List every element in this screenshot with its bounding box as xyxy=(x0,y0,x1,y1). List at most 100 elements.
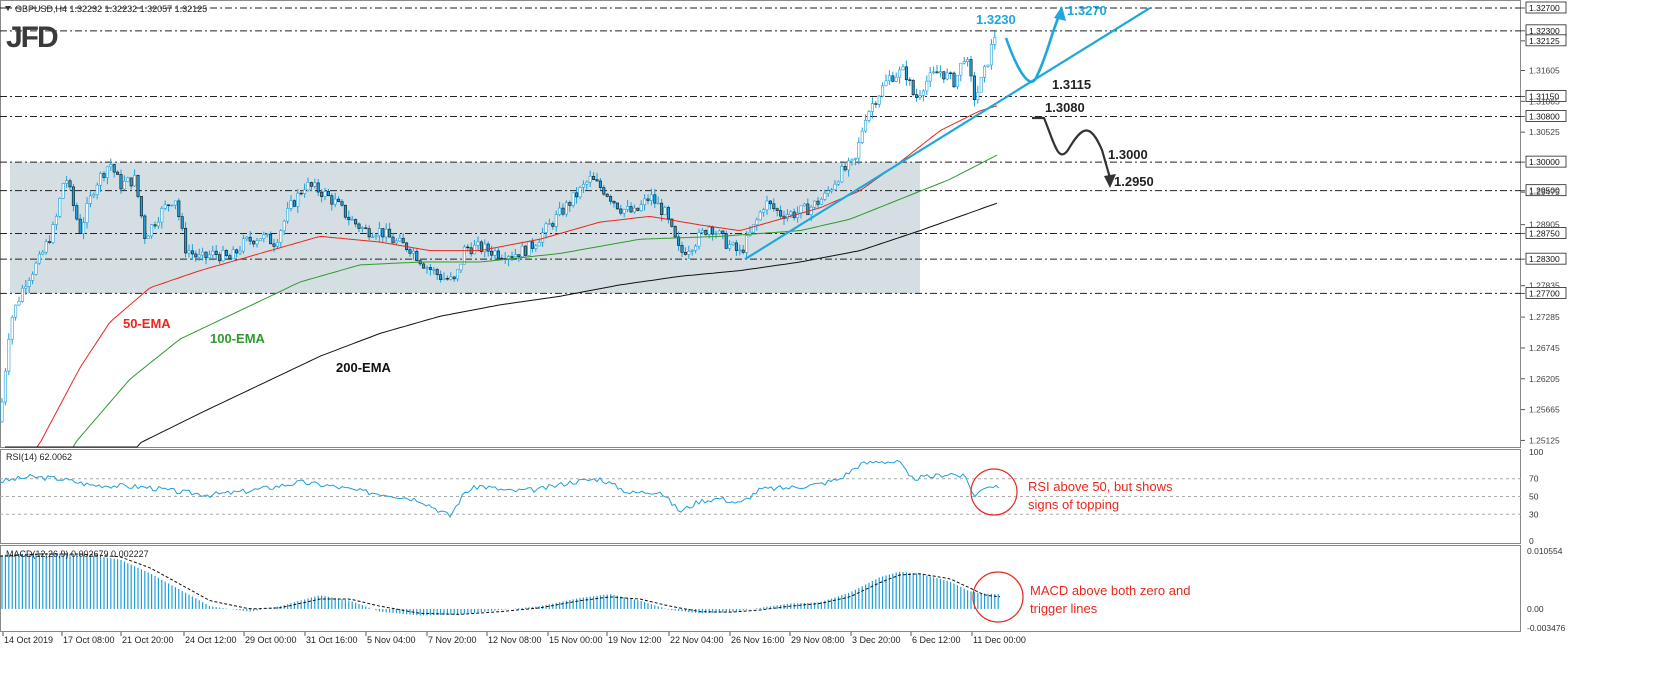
price-tag xyxy=(1525,287,1567,299)
candle-body xyxy=(296,192,300,207)
collapse-triangle-icon[interactable] xyxy=(5,6,11,11)
candle-body xyxy=(500,257,504,260)
time-label: 15 Nov 00:00 xyxy=(549,635,603,645)
candle-body xyxy=(915,94,919,98)
candle-body xyxy=(813,200,817,208)
candle-body xyxy=(700,229,704,233)
candle-body xyxy=(891,75,895,82)
rsi-label: RSI(14) 62.0062 xyxy=(6,452,72,462)
rsi-levels: 100 70 50 30 0 xyxy=(0,447,1543,546)
candle-body xyxy=(292,200,296,207)
candle-body xyxy=(955,74,959,88)
candle-body xyxy=(687,251,691,255)
macd-tick-label: 0.010554 xyxy=(1527,546,1563,556)
candle-body xyxy=(704,229,708,235)
candle-body xyxy=(517,254,521,257)
candle-body xyxy=(758,211,762,221)
price-tick-label: 1.30525 xyxy=(1529,127,1560,137)
candle-body xyxy=(456,269,460,280)
candle-body xyxy=(928,72,932,82)
ema-200-line xyxy=(5,202,998,448)
candle-body xyxy=(779,210,783,217)
candle-body xyxy=(146,235,150,239)
candle-body xyxy=(119,174,123,190)
candle-body xyxy=(588,175,592,183)
candle-body xyxy=(819,198,823,205)
candle-body xyxy=(262,234,266,239)
candle-body xyxy=(881,85,885,97)
macd-signal-line xyxy=(0,553,1001,615)
candle-body xyxy=(163,204,167,209)
candle-body xyxy=(683,252,687,255)
candle-body xyxy=(551,223,555,227)
candle-body xyxy=(109,164,113,168)
candle-body xyxy=(323,191,327,197)
jfd-logo: JFD xyxy=(6,21,58,54)
candle-body xyxy=(534,245,538,249)
candle-body xyxy=(245,236,249,240)
rsi-note: RSI above 50, but shows signs of topping xyxy=(1028,479,1173,512)
candle-body xyxy=(238,250,242,254)
ema-100-line xyxy=(5,154,998,448)
candle-body xyxy=(802,203,806,207)
label-1-3080: 1.3080 xyxy=(1045,100,1085,115)
price-tick-label: 1.31605 xyxy=(1529,66,1560,76)
candle-body xyxy=(184,227,188,254)
price-tick-label: 1.30800 xyxy=(1529,111,1560,121)
candle-body xyxy=(649,194,653,201)
candle-body xyxy=(966,59,970,62)
candle-body xyxy=(513,254,517,258)
candle-body xyxy=(78,218,82,234)
candle-body xyxy=(102,173,106,178)
candle-body xyxy=(85,203,89,223)
candle-body xyxy=(595,179,599,182)
price-tick-label: 1.27835 xyxy=(1529,281,1560,291)
candle-body xyxy=(901,66,905,71)
candle-body xyxy=(949,72,953,74)
label-1-3115: 1.3115 xyxy=(1052,77,1091,92)
candle-body xyxy=(167,204,171,206)
candle-body xyxy=(150,224,154,237)
trend-line xyxy=(744,7,1151,261)
candle-body xyxy=(415,250,419,261)
time-label: 6 Dec 12:00 xyxy=(912,635,961,645)
candle-body xyxy=(269,233,273,245)
up-arrow-head-icon xyxy=(1054,6,1066,21)
candle-body xyxy=(612,200,616,204)
ema-100-label: 100-EMA xyxy=(210,331,266,346)
candle-body xyxy=(938,71,942,74)
candle-body xyxy=(762,209,766,213)
candle-body xyxy=(462,246,466,265)
rsi-tick-label: 30 xyxy=(1529,509,1539,519)
candle-body xyxy=(235,249,239,254)
candle-body xyxy=(728,244,732,249)
candle-body xyxy=(99,173,103,186)
candle-body xyxy=(282,220,286,232)
candle-body xyxy=(527,241,531,256)
price-tick-label: 1.28905 xyxy=(1529,220,1560,230)
candle-body xyxy=(653,194,657,204)
candle-body xyxy=(279,230,283,243)
candle-body xyxy=(452,276,456,280)
candle-body xyxy=(190,250,194,255)
candle-body xyxy=(333,198,337,205)
candle-body xyxy=(112,164,116,173)
candle-body xyxy=(275,242,279,247)
price-tick-label: 1.28750 xyxy=(1529,228,1560,238)
candle-body xyxy=(561,207,565,215)
candle-body xyxy=(326,191,330,196)
candle-body xyxy=(201,251,205,256)
price-tick-label: 1.30000 xyxy=(1529,157,1560,167)
candle-body xyxy=(734,242,738,251)
candle-body xyxy=(894,76,898,82)
candle-body xyxy=(626,206,630,210)
candle-body xyxy=(58,198,62,217)
candle-body xyxy=(660,202,664,216)
candle-body xyxy=(354,219,358,225)
candle-body xyxy=(156,221,160,227)
time-label: 22 Nov 04:00 xyxy=(670,635,724,645)
ema-200-label: 200-EMA xyxy=(336,360,392,375)
candle-body xyxy=(0,401,4,423)
candle-body xyxy=(806,203,810,216)
